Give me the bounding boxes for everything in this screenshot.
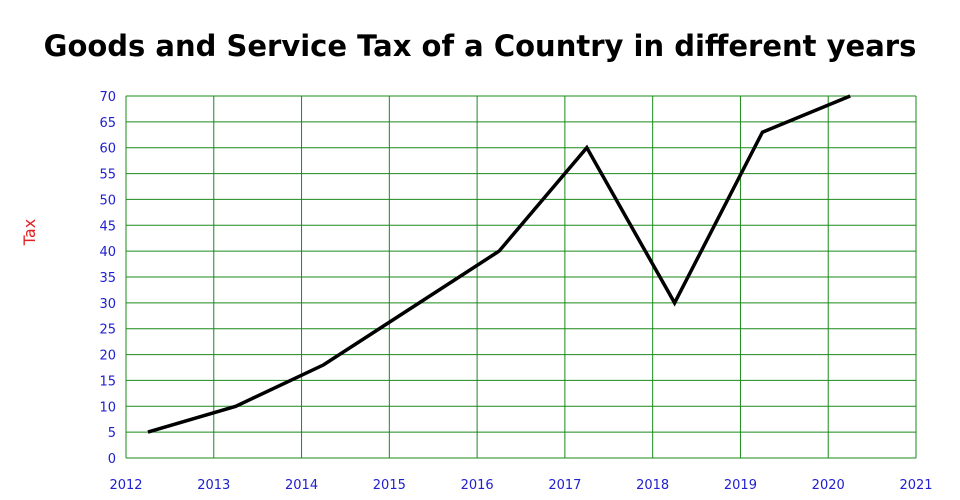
x-tick-label: 2015 — [373, 478, 406, 493]
y-tick-label: 50 — [99, 193, 116, 208]
y-tick-label: 10 — [99, 400, 116, 415]
x-tick-label: 2014 — [285, 478, 318, 493]
y-tick-label: 20 — [99, 349, 116, 364]
y-tick-label: 45 — [99, 219, 116, 234]
x-tick-label: 2021 — [899, 478, 932, 493]
y-tick-label: 55 — [99, 168, 116, 183]
y-tick-label: 35 — [99, 271, 116, 286]
x-tick-label: 2018 — [636, 478, 669, 493]
y-tick-label: 30 — [99, 297, 116, 312]
x-tick-label: 2013 — [197, 478, 230, 493]
y-tick-label: 65 — [99, 116, 116, 131]
x-tick-label: 2019 — [724, 478, 757, 493]
x-tick-label: 2017 — [548, 478, 581, 493]
series — [147, 94, 851, 434]
y-tick-label: 15 — [99, 374, 116, 389]
y-tick-label: 60 — [99, 142, 116, 157]
series-line — [147, 94, 851, 434]
x-tick-label: 2012 — [109, 478, 142, 493]
y-tick-label: 25 — [99, 323, 116, 338]
chart-title: Goods and Service Tax of a Country in di… — [44, 29, 917, 63]
x-axis-ticks: 2012 2013 2014 2015 2016 2017 2018 2019 2020 2021 — [109, 478, 932, 493]
x-tick-label: 2020 — [812, 478, 845, 493]
y-tick-label: 70 — [99, 90, 116, 105]
y-axis-label: Tax — [20, 219, 39, 246]
x-tick-label: 2016 — [461, 478, 494, 493]
y-axis-ticks: 0 5 10 15 20 25 30 35 40 45 50 55 60 65 70 — [99, 90, 116, 467]
y-tick-label: 0 — [108, 452, 116, 467]
y-tick-label: 40 — [99, 245, 116, 260]
y-tick-label: 5 — [108, 426, 116, 441]
